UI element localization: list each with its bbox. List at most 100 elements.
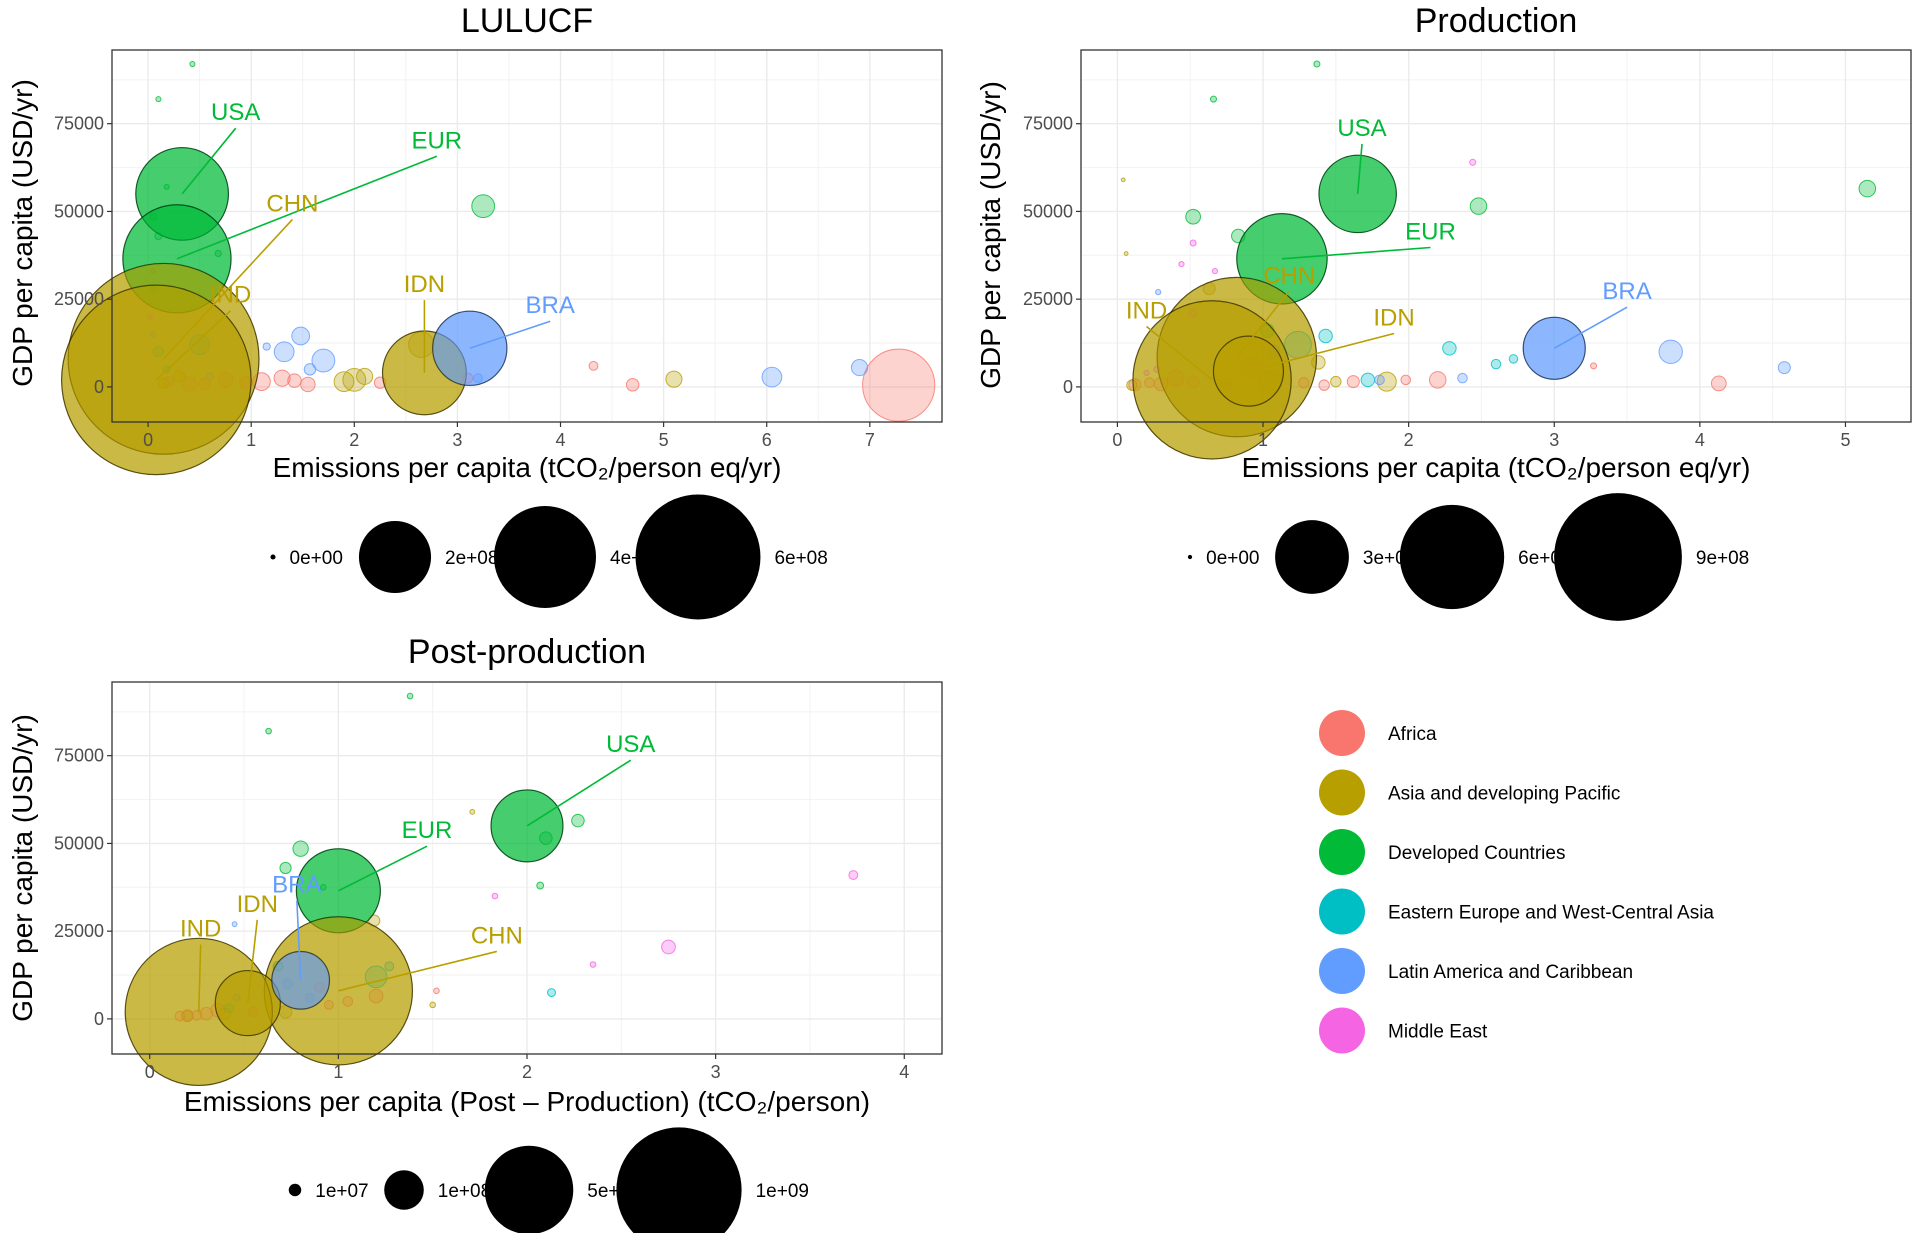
x-axis-title: Emissions per capita (Post – Production)… — [184, 1086, 870, 1117]
x-tick-label: 0 — [143, 430, 153, 450]
point-label: CHN — [1263, 262, 1315, 289]
size-legend-key — [270, 554, 276, 560]
plot-border — [1080, 49, 1912, 423]
x-tick-label: 0 — [145, 1062, 155, 1082]
x-tick-label: 2 — [349, 430, 359, 450]
data-point — [571, 813, 585, 828]
data-point — [292, 840, 309, 857]
point-label: USA — [1337, 115, 1386, 142]
size-legend-key — [635, 494, 761, 620]
size-legend-key — [1187, 554, 1193, 560]
point-label: IDN — [404, 271, 445, 298]
x-tick-label: 3 — [1549, 430, 1559, 450]
size-legend-key — [384, 1170, 424, 1210]
data-point — [1185, 208, 1202, 225]
size-legend: 0e+00 3e+08 6e+08 9e+08 — [1187, 493, 1749, 621]
panel-production: Production USA EUR CHN IND IDN BRA 0 1 2 3 4 5 0 2500… — [975, 2, 1912, 621]
data-point — [1400, 374, 1411, 386]
data-point — [262, 342, 271, 351]
plot-area: USA EUR CHN IND IDN BRA 0 1 2 3 4 5 0 25000 50000 75000 — [1023, 49, 1912, 460]
data-point — [1120, 177, 1126, 183]
panel-title: Post-production — [408, 633, 646, 671]
data-point — [1710, 375, 1727, 392]
callout-line — [1281, 246, 1431, 260]
region-legend-label: Middle East — [1388, 1022, 1488, 1043]
data-point — [1189, 239, 1197, 247]
y-axis-title: GDP per capita (USD/yr) — [7, 714, 38, 1022]
y-tick-label: 0 — [94, 1009, 104, 1029]
data-point — [1658, 339, 1683, 364]
point-label: IND — [1126, 297, 1167, 324]
y-tick-label: 50000 — [54, 833, 104, 853]
point-label: EUR — [1405, 219, 1456, 246]
y-tick-label: 0 — [94, 377, 104, 397]
y-tick-label: 75000 — [1023, 114, 1073, 134]
data-point — [862, 348, 936, 422]
region-legend-label: Latin America and Caribbean — [1388, 962, 1633, 983]
data-point — [291, 326, 311, 346]
x-tick-label: 2 — [1404, 430, 1414, 450]
point-label: IDN — [237, 891, 278, 918]
data-point — [303, 363, 317, 376]
callout-line — [1236, 290, 1290, 358]
data-point — [1330, 375, 1342, 388]
callout-line — [162, 218, 294, 360]
callout-line — [526, 759, 632, 827]
data-point — [1155, 289, 1162, 296]
data-point — [433, 987, 440, 995]
data-point — [1209, 95, 1218, 103]
data-point — [342, 367, 367, 392]
y-tick-label: 25000 — [54, 289, 104, 309]
size-legend-label: 0e+00 — [290, 548, 343, 569]
callout-line — [197, 944, 202, 1012]
point-label: IDN — [1373, 304, 1414, 331]
data-point — [471, 194, 496, 219]
data-point — [1374, 374, 1385, 386]
point-label: BRA — [1602, 278, 1651, 305]
data-point — [1318, 379, 1330, 391]
region-legend-label: Eastern Europe and West-Central Asia — [1388, 903, 1714, 924]
data-point — [273, 369, 291, 387]
x-tick-label: 7 — [865, 430, 875, 450]
data-point — [1508, 354, 1519, 364]
panel-title: Production — [1415, 2, 1578, 40]
region-legend-key — [1319, 829, 1365, 875]
size-legend-label: 1e+07 — [315, 1181, 368, 1202]
plot-border — [111, 49, 943, 423]
y-tick-label: 0 — [1063, 377, 1073, 397]
data-point — [625, 378, 640, 392]
point-label: BRA — [526, 292, 575, 319]
point-label: IND — [210, 282, 251, 309]
x-axis-title: Emissions per capita (tCO₂/person eq/yr) — [1242, 452, 1751, 483]
data-point — [1360, 372, 1376, 388]
data-point — [1346, 375, 1360, 389]
callout-line — [1146, 325, 1213, 381]
size-legend: 1e+07 1e+08 5e+08 1e+09 — [288, 1127, 809, 1233]
x-tick-label: 1 — [333, 1062, 343, 1082]
data-point — [547, 988, 556, 998]
callout-line — [296, 900, 302, 981]
region-legend-key — [1319, 1007, 1365, 1054]
data-point — [665, 370, 683, 388]
callout-line — [1553, 306, 1628, 349]
data-point — [1318, 328, 1333, 344]
data-point — [1777, 361, 1791, 375]
data-point-labelled — [1212, 335, 1285, 407]
size-legend-key — [1275, 520, 1349, 594]
panel-lulucf: LULUCF USA EUR CHN IND IDN BRA 0 1 2 3 4 5 6 7 0 25000 5… — [7, 2, 943, 620]
data-point-labelled — [61, 284, 252, 476]
point-label: USA — [211, 99, 260, 126]
data-point — [273, 341, 295, 363]
callout-line — [1248, 332, 1395, 372]
callout-line — [247, 919, 259, 1004]
data-point — [189, 60, 196, 68]
data-point — [279, 861, 292, 875]
region-legend-key — [1319, 948, 1365, 994]
data-point — [1469, 158, 1477, 166]
point-label: EUR — [411, 127, 462, 154]
data-point — [1490, 358, 1502, 370]
